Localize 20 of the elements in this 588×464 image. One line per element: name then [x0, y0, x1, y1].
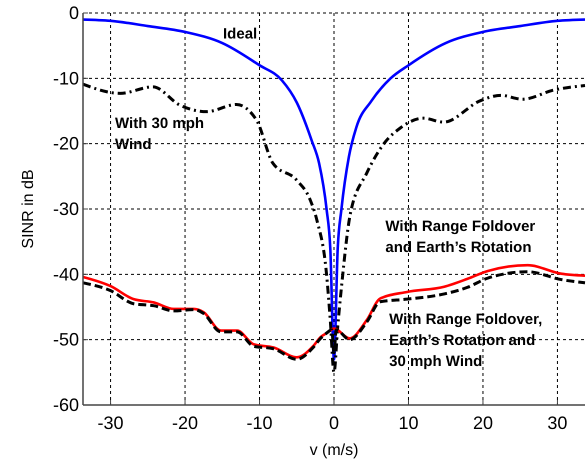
x-tick-label: -10: [246, 413, 273, 433]
y-tick-label: -60: [52, 395, 79, 415]
y-axis-title: SINR in dB: [20, 169, 37, 249]
series-label: With Range Foldover, Earth’s Rotation and 30 mph Wind: [389, 310, 542, 370]
x-axis-title: v (m/s): [310, 442, 358, 459]
series-label: With 30 mph Wind: [115, 114, 204, 153]
y-tick-label: -30: [52, 199, 79, 219]
x-tick-label: 20: [472, 413, 493, 433]
x-tick-label: 30: [547, 413, 568, 433]
series-label: With Range Foldover and Earth’s Rotation: [385, 218, 536, 256]
y-tick-label: -20: [52, 134, 79, 154]
x-tick-label: -20: [172, 413, 198, 433]
x-tick-label: -30: [98, 413, 124, 433]
series-label: Ideal: [223, 25, 258, 42]
y-tick-label: -40: [52, 264, 79, 284]
x-tick-label: 10: [398, 413, 418, 433]
y-tick-label: -50: [52, 330, 79, 350]
x-tick-label: 0: [328, 413, 340, 433]
y-tick-label: -10: [52, 68, 79, 88]
y-tick-label: 0: [68, 3, 79, 23]
